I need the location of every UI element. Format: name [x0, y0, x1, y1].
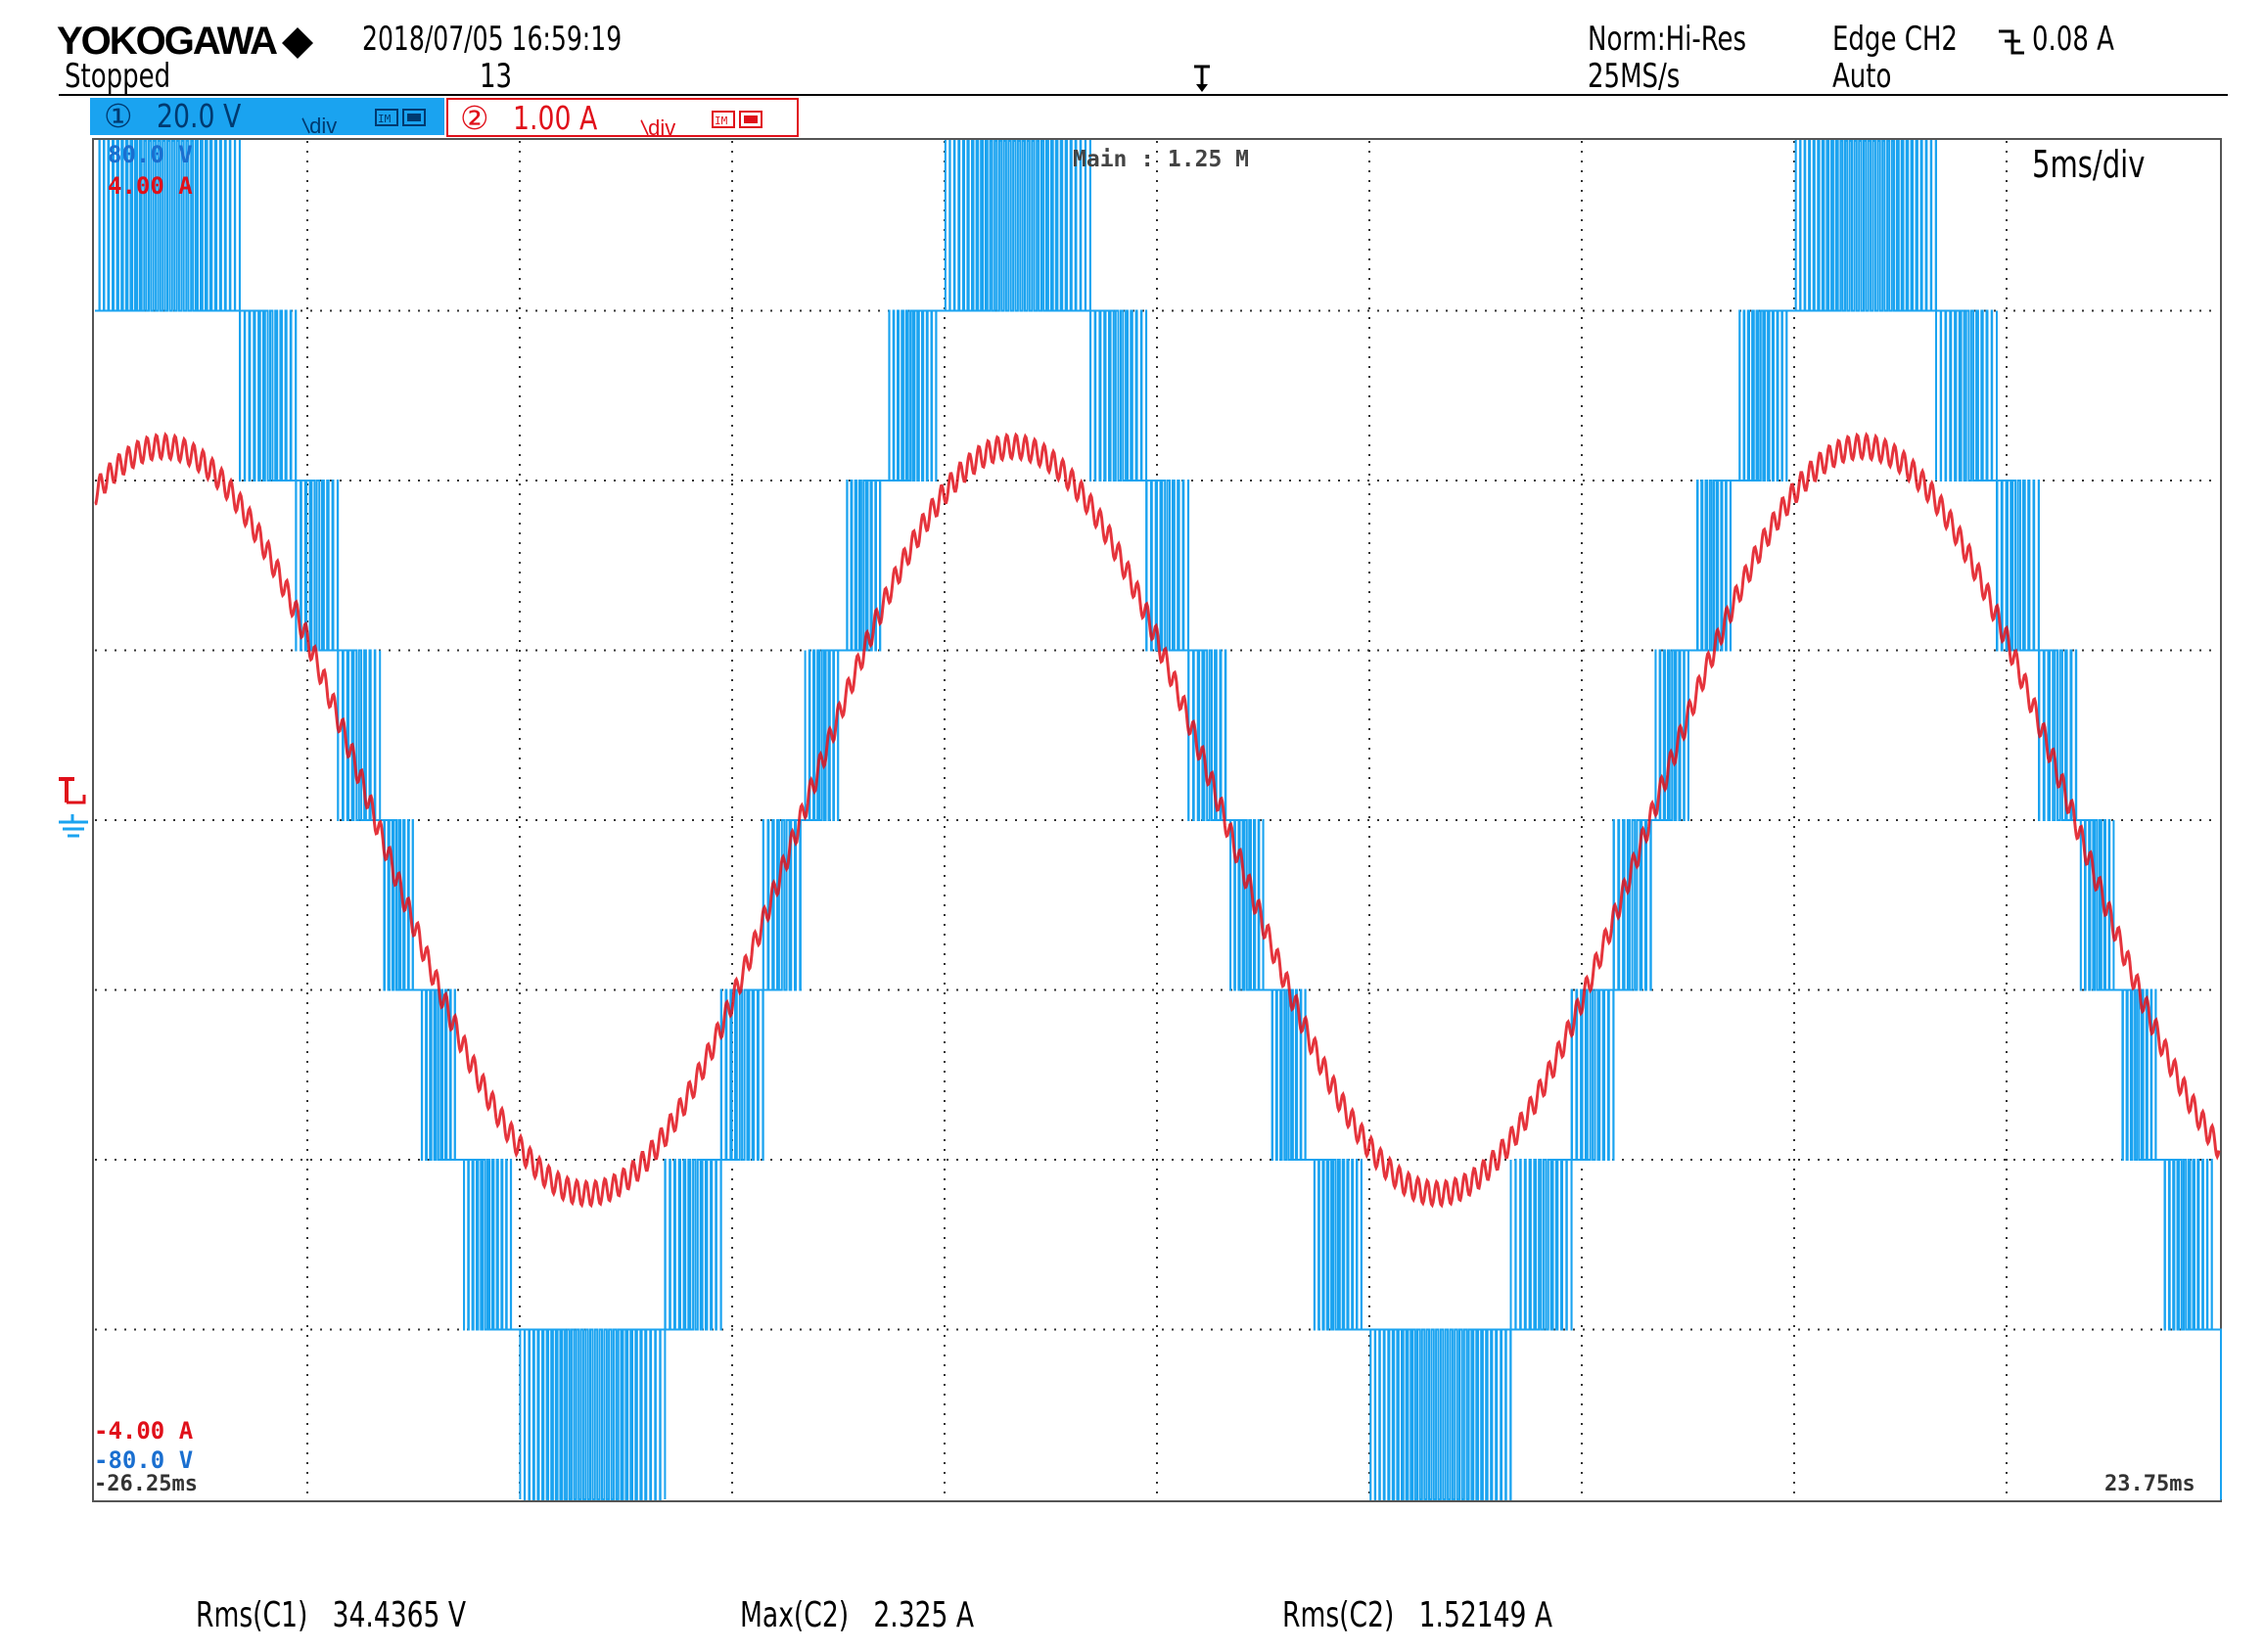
- ch2-unit-suffix: /div: [634, 115, 676, 140]
- measurement-rms-c1: Rms(C1) 34.4365 V: [196, 1595, 466, 1635]
- diamond-icon: [280, 25, 315, 66]
- measurement-value: 1.52149 A: [1418, 1595, 1553, 1635]
- trigger-source: Edge CH2: [1832, 20, 1958, 59]
- timebase-label: 5ms/div: [2032, 143, 2146, 186]
- ch1-number: ①: [104, 98, 133, 134]
- ground-icon: [57, 812, 90, 847]
- acquisition-mode: Norm:Hi-Res: [1588, 20, 1747, 59]
- measurement-value: 34.4365 V: [332, 1595, 467, 1635]
- trigger-position-marker: [1190, 63, 1214, 99]
- waveform-display[interactable]: [92, 138, 2222, 1502]
- measurement-label: Rms(C1): [196, 1595, 308, 1635]
- ch1-scale-chip[interactable]: ① 20.0 V /div IM: [90, 97, 444, 138]
- ch2-scale: 1.00 A: [513, 99, 598, 137]
- trigger-level: 0.08 A: [2032, 20, 2114, 59]
- measurement-label: Max(C2): [740, 1595, 850, 1635]
- brand-name: YOKOGAWA: [57, 20, 278, 63]
- measurement-max-c2: Max(C2) 2.325 A: [740, 1595, 974, 1635]
- main-record-label: Main : 1.25 M: [1073, 147, 1250, 172]
- time-start-label: -26.25ms: [94, 1472, 198, 1496]
- svg-text:IM: IM: [378, 113, 392, 125]
- ch1-bottom-label: -80.0 V: [94, 1446, 194, 1474]
- ch2-number: ②: [460, 100, 489, 136]
- bandwidth-limit-icon: IM: [711, 108, 767, 136]
- ch2-bottom-label: -4.00 A: [94, 1417, 194, 1445]
- trigger-level-marker: [55, 775, 90, 815]
- ch2-scale-chip[interactable]: ② 1.00 A /div IM: [446, 98, 799, 140]
- svg-text:IM: IM: [715, 115, 728, 127]
- ch1-top-label: 80.0 V: [108, 141, 193, 168]
- measurement-rms-c2: Rms(C2) 1.52149 A: [1282, 1595, 1552, 1635]
- ch2-top-label: 4.00 A: [108, 172, 193, 200]
- acquisition-count: 13: [480, 57, 513, 96]
- brand-logo: YOKOGAWA: [57, 20, 278, 64]
- datetime: 2018/07/05 16:59:19: [362, 20, 623, 59]
- trigger-mode: Auto: [1832, 57, 1892, 96]
- ch1-unit-suffix: /div: [296, 114, 338, 138]
- acquisition-status: Stopped: [65, 57, 171, 96]
- header-divider: [59, 94, 2228, 96]
- falling-edge-icon: [1997, 25, 2026, 62]
- bandwidth-limit-icon: IM: [374, 106, 431, 134]
- measurement-label: Rms(C2): [1282, 1595, 1395, 1635]
- ch1-scale: 20.0 V: [157, 97, 242, 135]
- sample-rate: 25MS/s: [1588, 57, 1681, 96]
- time-end-label: 23.75ms: [2104, 1472, 2195, 1496]
- measurement-value: 2.325 A: [873, 1595, 974, 1635]
